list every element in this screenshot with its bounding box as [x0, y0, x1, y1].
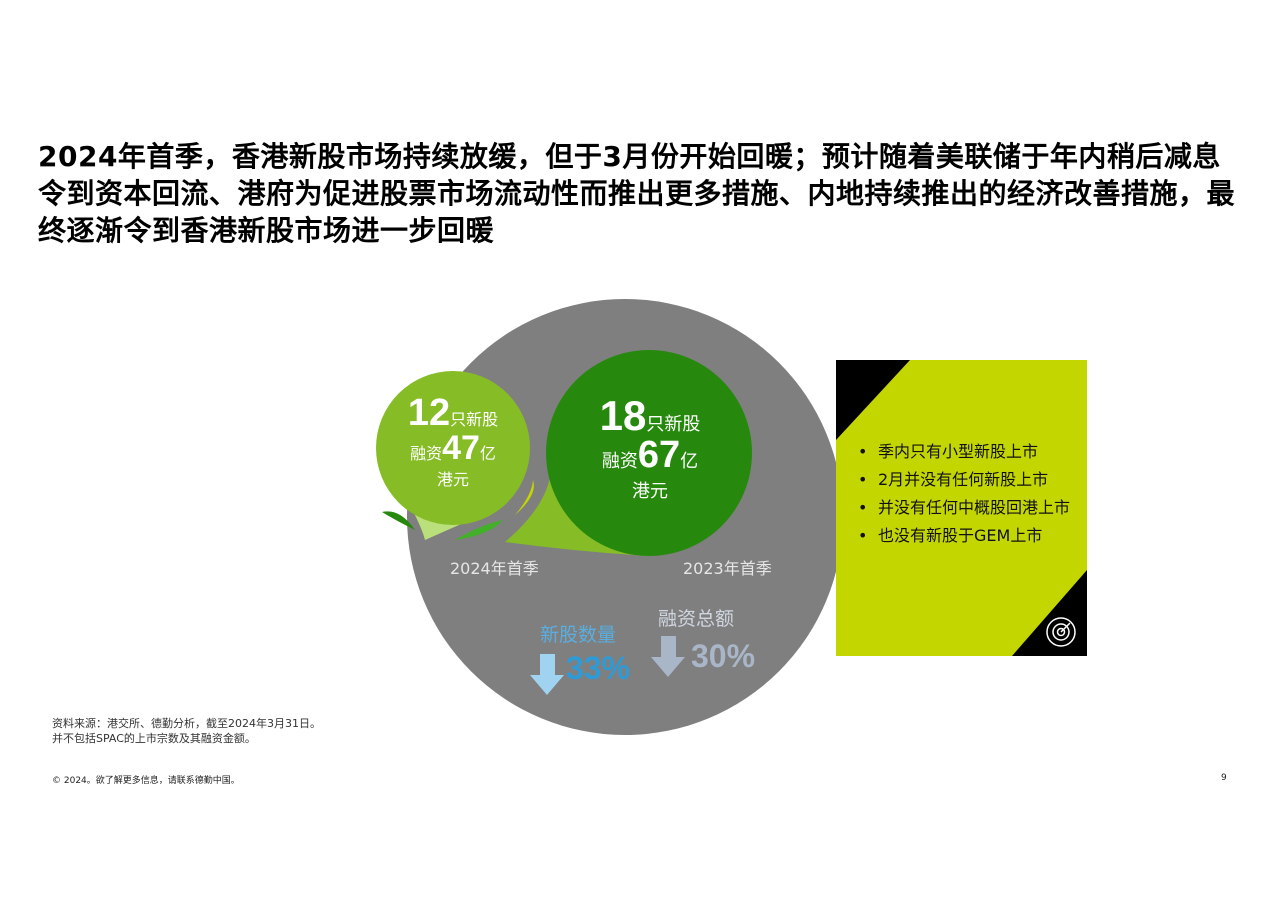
page-number: 9 [1221, 773, 1227, 783]
bubble-2023: 18只新股 融资67亿 港元 [580, 392, 720, 503]
slide-title: 2024年首季，香港新股市场持续放缓，但于3月份开始回暖；预计随着美联储于年内稍… [38, 140, 1236, 247]
light-green-circle [376, 371, 530, 525]
leaf-left [382, 511, 415, 530]
count-unit-2024: 只新股 [450, 410, 499, 429]
count-change-value: 33% [566, 650, 631, 686]
leaf-mid [455, 520, 503, 540]
highlight-item: 季内只有小型新股上市 [856, 440, 1076, 464]
highlight-item: 并没有任何中概股回港上市 [856, 496, 1076, 520]
arrow-down-funds-icon [651, 636, 685, 677]
count-2023: 18 [599, 392, 647, 439]
exclusion-note: 并不包括SPAC的上市宗数及其融资金额。 [52, 732, 256, 745]
funds-2024: 47 [442, 429, 480, 467]
count-change-label: 新股数量 [540, 624, 617, 646]
dark-green-circle [546, 350, 752, 556]
copyright: © 2024。欲了解更多信息，请联系德勤中国。 [52, 776, 240, 786]
funds-change-value: 30% [691, 638, 756, 674]
currency-2023: 港元 [632, 481, 668, 502]
funds-unit-2023: 亿 [680, 451, 699, 472]
corner-triangle-top [836, 360, 910, 440]
target-icon [1046, 617, 1076, 647]
highlight-item: 也没有新股于GEM上市 [856, 524, 1076, 548]
footnotes: 资料来源：港交所、德勤分析，截至2024年3月31日。 并不包括SPAC的上市宗… [52, 716, 321, 746]
currency-2024: 港元 [436, 470, 469, 489]
leaf-yellow [515, 480, 534, 515]
funds-prefix-2024: 融资 [410, 444, 443, 463]
funds-2023: 67 [637, 434, 681, 476]
count-2024: 12 [407, 392, 451, 434]
label-2023: 2023年首季 [683, 559, 772, 578]
bubble-2024: 12只新股 融资47亿 港元 [395, 392, 511, 490]
funds-unit-2024: 亿 [479, 444, 496, 463]
label-2024: 2024年首季 [450, 559, 539, 578]
highlight-list: 季内只有小型新股上市 2月并没有任何新股上市 并没有任何中概股回港上市 也没有新… [856, 440, 1076, 552]
funds-prefix-2023: 融资 [601, 451, 638, 472]
highlight-item: 2月并没有任何新股上市 [856, 468, 1076, 492]
count-unit-2023: 只新股 [646, 414, 701, 435]
funds-change-label: 融资总额 [658, 608, 735, 630]
source-note: 资料来源：港交所、德勤分析，截至2024年3月31日。 [52, 717, 321, 730]
arrow-down-count-icon [530, 654, 564, 695]
